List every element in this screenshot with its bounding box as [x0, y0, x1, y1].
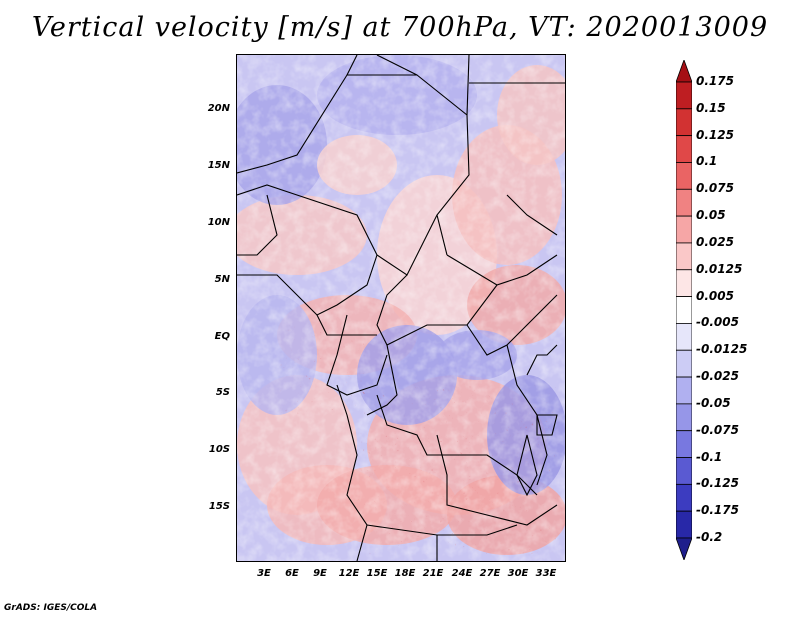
plot-title: Vertical velocity [m/s] at 700hPa, VT: 2…: [31, 12, 769, 43]
lon-label: 15E: [366, 568, 388, 579]
country-border: [366, 524, 518, 536]
lon-label: 27E: [479, 568, 501, 579]
colorbar-swatch: [676, 108, 692, 137]
colorbar-swatch: [676, 403, 692, 432]
colorbar-label: -0.2: [696, 530, 723, 544]
country-border: [346, 55, 358, 76]
colorbar-label: -0.075: [696, 422, 739, 437]
colorbar-label: -0.0125: [696, 342, 748, 357]
colorbar-swatch: [676, 483, 692, 512]
colorbar-label: 0.125: [696, 127, 734, 142]
colorbar-swatch: [676, 269, 692, 297]
lon-label: 24E: [451, 568, 473, 579]
colorbar-label: 0.175: [696, 74, 734, 88]
colorbar-label: -0.005: [696, 315, 739, 330]
country-border: [536, 414, 558, 436]
colorbar-swatch: [676, 376, 692, 405]
lon-label: 3E: [257, 568, 271, 579]
colorbar-swatch: [676, 296, 692, 324]
lon-label: 30E: [507, 568, 529, 579]
colorbar-label: 0.005: [696, 288, 734, 303]
country-border: [466, 55, 470, 116]
lat-label: 15N: [207, 160, 230, 171]
country-border: [376, 55, 418, 76]
colorbar-max-triangle: [676, 60, 692, 83]
colorbar-swatch: [676, 162, 692, 190]
country-border: [446, 254, 498, 286]
colorbar-swatch: [676, 349, 692, 378]
lon-label: 12E: [338, 568, 360, 579]
country-border: [366, 344, 398, 416]
lon-label: 6E: [285, 568, 299, 579]
colorbar-swatch: [676, 510, 692, 539]
colorbar-label: -0.05: [696, 395, 731, 410]
lon-label: 9E: [313, 568, 327, 579]
lon-label: 33E: [535, 568, 557, 579]
colorbar-swatch: [676, 81, 692, 110]
colorbar-label: -0.025: [696, 369, 739, 384]
colorbar-min-triangle: [676, 537, 692, 560]
country-border: [436, 434, 558, 526]
lat-label: 10N: [207, 217, 230, 228]
colorbar-swatch: [676, 135, 692, 163]
country-border: [506, 194, 558, 236]
country-border: [376, 254, 558, 346]
colorbar-swatch: [676, 323, 692, 351]
map-panel: [236, 54, 566, 562]
lat-label: 5N: [214, 274, 230, 285]
colorbar-swatch: [676, 430, 692, 458]
country-border: [237, 194, 278, 256]
velocity-field-map: [237, 55, 565, 561]
colorbar-swatch: [676, 457, 692, 485]
country-border: [326, 314, 388, 396]
colorbar-swatch: [676, 188, 692, 217]
lat-label: 20N: [207, 103, 230, 114]
colorbar-label: 0.05: [696, 208, 726, 223]
colorbar-label: 0.0125: [696, 261, 743, 276]
lat-label: 10S: [208, 444, 230, 455]
lat-label: EQ: [214, 331, 230, 342]
colorbar-label: -0.125: [696, 476, 739, 491]
colorbar-label: 0.025: [696, 234, 734, 249]
country-border: [336, 384, 368, 561]
lat-label: 15S: [208, 501, 230, 512]
credit-text: GrADS: IGES/COLA: [4, 603, 98, 613]
country-border: [237, 254, 378, 316]
colorbar-label: 0.075: [696, 181, 734, 196]
lat-label: 5S: [215, 387, 230, 398]
colorbar-label: 0.15: [696, 100, 726, 115]
country-border: [316, 314, 377, 336]
colorbar-label: 0.1: [696, 154, 718, 169]
lon-label: 18E: [394, 568, 416, 579]
colorbar-swatch: [676, 215, 692, 244]
colorbar-label: -0.175: [696, 503, 739, 518]
colorbar: [676, 60, 692, 560]
colorbar-label: -0.1: [696, 449, 723, 464]
country-border: [516, 434, 538, 497]
colorbar-swatch: [676, 242, 692, 271]
lon-label: 21E: [422, 568, 444, 579]
country-border: [526, 344, 558, 376]
